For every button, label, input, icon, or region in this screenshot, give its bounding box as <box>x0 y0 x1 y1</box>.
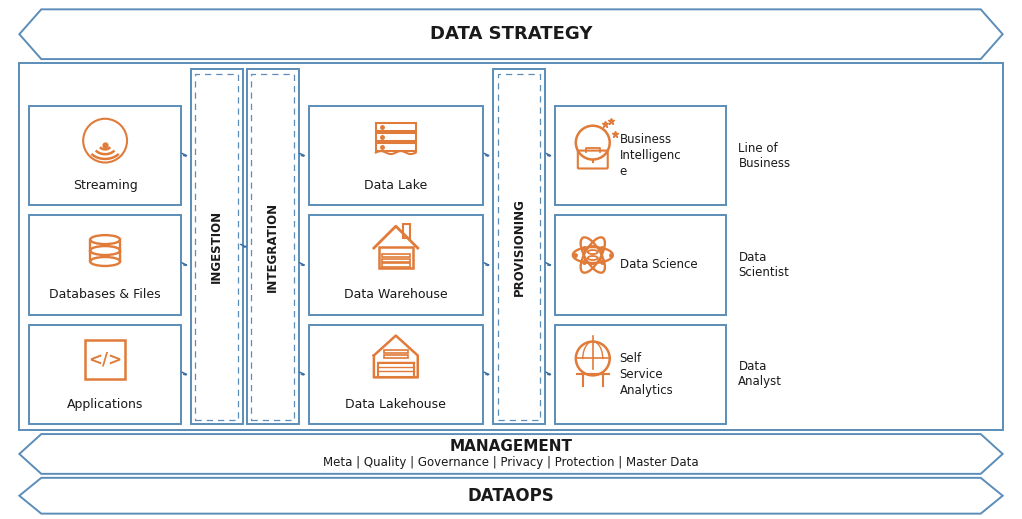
Text: Data Warehouse: Data Warehouse <box>344 289 448 302</box>
FancyBboxPatch shape <box>30 325 181 424</box>
FancyBboxPatch shape <box>309 215 483 315</box>
Text: Applications: Applications <box>66 398 143 411</box>
FancyBboxPatch shape <box>555 106 727 206</box>
Polygon shape <box>19 478 1003 514</box>
Text: Meta | Quality | Governance | Privacy | Protection | Master Data: Meta | Quality | Governance | Privacy | … <box>323 456 699 469</box>
Text: Self
Service
Analytics: Self Service Analytics <box>619 352 673 397</box>
FancyBboxPatch shape <box>493 69 545 424</box>
Text: DATA STRATEGY: DATA STRATEGY <box>429 25 593 43</box>
Text: Data Science: Data Science <box>619 258 697 271</box>
Text: INGESTION: INGESTION <box>211 210 223 283</box>
Text: Data Lakehouse: Data Lakehouse <box>345 398 447 411</box>
FancyBboxPatch shape <box>251 74 294 420</box>
FancyBboxPatch shape <box>30 215 181 315</box>
FancyBboxPatch shape <box>246 69 298 424</box>
FancyBboxPatch shape <box>30 106 181 206</box>
Text: Data Lake: Data Lake <box>364 179 427 192</box>
FancyBboxPatch shape <box>191 69 243 424</box>
Text: </>: </> <box>88 350 123 368</box>
Text: DATAOPS: DATAOPS <box>468 487 554 505</box>
Text: Data
Analyst: Data Analyst <box>738 360 783 388</box>
Text: PROVISIONING: PROVISIONING <box>512 198 525 295</box>
FancyBboxPatch shape <box>555 215 727 315</box>
Text: MANAGEMENT: MANAGEMENT <box>450 439 572 454</box>
Polygon shape <box>19 434 1003 474</box>
FancyBboxPatch shape <box>309 106 483 206</box>
Text: Streaming: Streaming <box>73 179 138 192</box>
FancyBboxPatch shape <box>195 74 238 420</box>
FancyBboxPatch shape <box>309 325 483 424</box>
Text: INTEGRATION: INTEGRATION <box>266 201 279 292</box>
FancyBboxPatch shape <box>19 63 1003 430</box>
FancyBboxPatch shape <box>498 74 541 420</box>
Text: Data
Scientist: Data Scientist <box>738 251 789 279</box>
Text: Databases & Files: Databases & Files <box>49 289 160 302</box>
Text: Line of
Business: Line of Business <box>738 142 790 170</box>
Text: Business
Intelligenc
e: Business Intelligenc e <box>619 133 682 178</box>
Polygon shape <box>19 9 1003 59</box>
FancyBboxPatch shape <box>555 325 727 424</box>
